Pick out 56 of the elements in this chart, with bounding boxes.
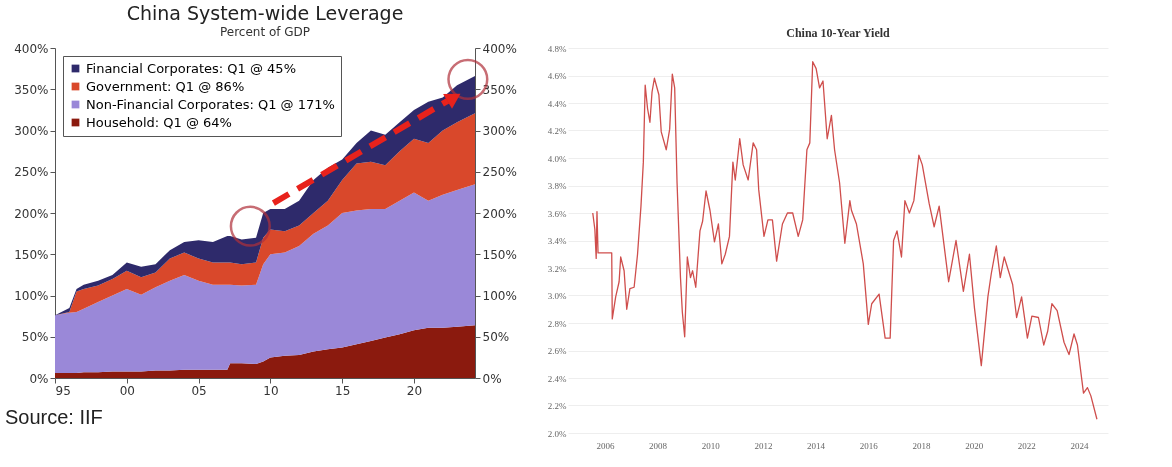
x-tick-label: 2016 xyxy=(859,440,879,451)
y-tick-label: 350% xyxy=(14,82,49,97)
x-tick-label: 2006 xyxy=(596,440,615,451)
chart-subtitle: Percent of GDP xyxy=(219,25,311,39)
x-tick-label: 20 xyxy=(406,383,423,398)
y2-tick-label: 350% xyxy=(482,82,517,97)
y-tick-label: 3.6% xyxy=(547,208,567,219)
y-tick-label: 0% xyxy=(29,371,49,386)
y2-tick-label: 250% xyxy=(482,165,517,180)
x-tick-label: 2020 xyxy=(965,440,984,451)
line-series xyxy=(592,61,1098,420)
y-tick-label: 100% xyxy=(14,289,49,303)
chart-title: China System-wide Leverage xyxy=(126,2,404,24)
x-tick-label: 95 xyxy=(55,383,71,398)
y-tick-label: 3.0% xyxy=(547,291,567,301)
x-tick-label: 2018 xyxy=(912,440,931,451)
y2-tick-label: 50% xyxy=(482,330,510,345)
x-tick-label: 10 xyxy=(263,383,279,398)
y-tick-label: 4.4% xyxy=(547,98,567,109)
y-tick-label: 4.6% xyxy=(547,71,567,81)
y-tick-label: 4.8% xyxy=(547,43,567,54)
x-tick-label: 2012 xyxy=(754,440,773,451)
y-tick-label: 250% xyxy=(14,165,49,180)
legend-label: Household: Q1 @ 64% xyxy=(86,114,232,130)
x-tick-label: 15 xyxy=(335,383,351,398)
y2-tick-label: 400% xyxy=(482,41,517,56)
y-tick-label: 2.6% xyxy=(547,346,567,356)
y2-tick-label: 200% xyxy=(482,206,517,221)
y-tick-label: 2.0% xyxy=(547,428,567,439)
y-tick-label: 300% xyxy=(14,124,49,138)
x-tick-label: 00 xyxy=(119,383,135,398)
x-tick-label: 2024 xyxy=(1070,440,1090,451)
x-tick-label: 05 xyxy=(191,383,207,398)
y-tick-label: 2.2% xyxy=(547,401,567,411)
y2-tick-label: 100% xyxy=(482,289,517,303)
y2-tick-label: 300% xyxy=(482,124,517,138)
y-tick-label: 400% xyxy=(14,41,49,56)
x-tick-label: 2010 xyxy=(701,440,721,451)
y-tick-label: 50% xyxy=(21,330,49,345)
y-tick-label: 4.0% xyxy=(547,153,567,164)
x-tick-label: 2014 xyxy=(807,440,826,451)
y-tick-label: 3.8% xyxy=(547,181,567,191)
y-tick-label: 4.2% xyxy=(547,126,567,136)
y-tick-label: 2.4% xyxy=(547,373,567,384)
y-tick-label: 3.2% xyxy=(547,263,567,274)
legend-label: Government: Q1 @ 86% xyxy=(86,78,245,94)
y2-tick-label: 150% xyxy=(482,247,517,262)
x-tick-label: 2008 xyxy=(649,440,668,451)
y-tick-label: 2.8% xyxy=(547,318,567,329)
y2-tick-label: 0% xyxy=(482,371,502,386)
y-tick-label: 200% xyxy=(14,206,49,221)
y-tick-label: 150% xyxy=(14,247,49,262)
chart-title: China 10-Year Yield xyxy=(786,26,891,40)
source-note: Source: IIF xyxy=(5,406,103,428)
y-tick-label: 3.4% xyxy=(547,236,567,246)
x-tick-label: 2022 xyxy=(1017,440,1036,451)
